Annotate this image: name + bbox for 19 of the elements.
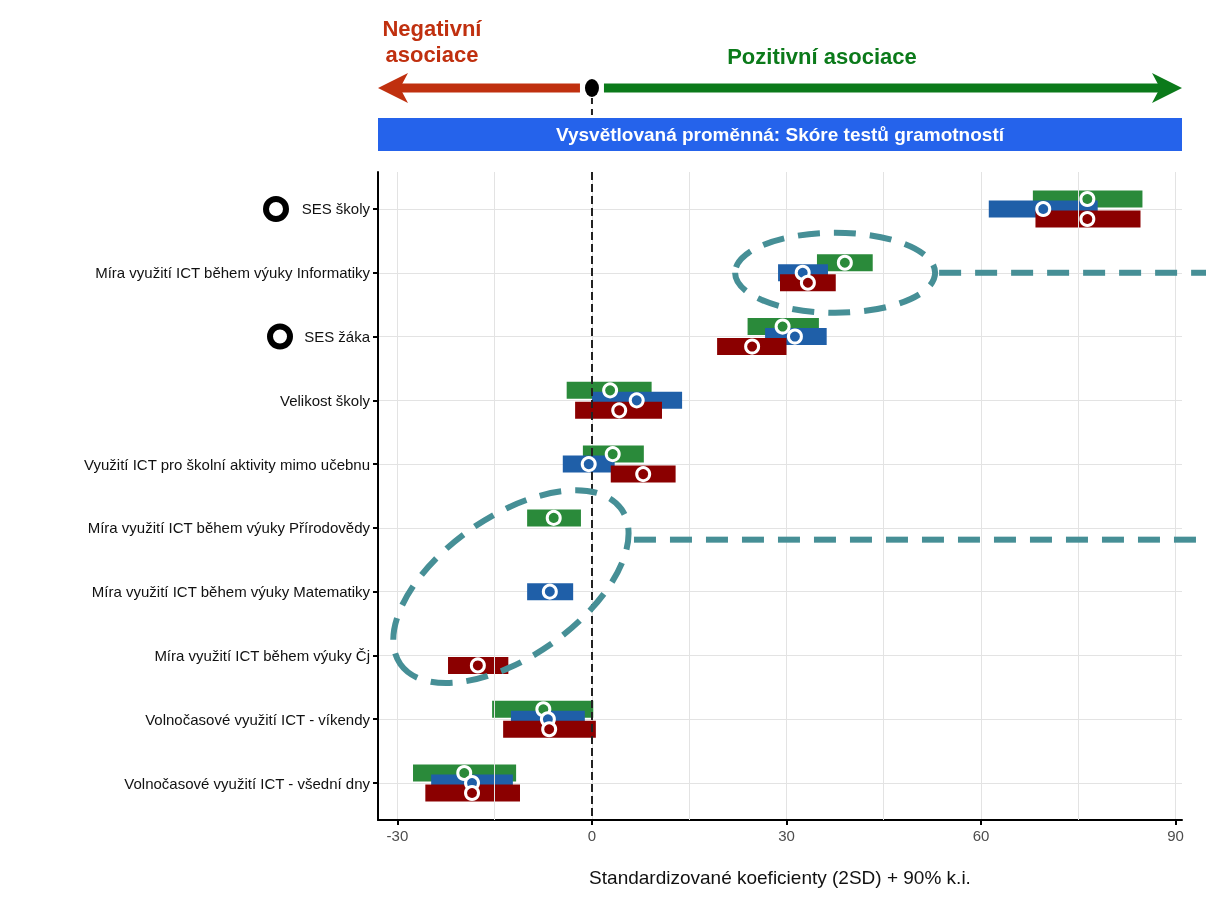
y-tick-label: SES školy <box>301 200 371 218</box>
y-tick-label: Míra využití ICT během výuky Čj <box>154 646 370 664</box>
x-tick-label: -30 <box>386 827 409 844</box>
text: Negativní asociace <box>381 16 483 68</box>
text: Pozitivní asociace <box>726 44 918 70</box>
y-tick-label: Míra využití ICT během výuky Matematiky <box>91 583 371 601</box>
y-tick-label: Volnočasové využití ICT - víkendy <box>145 710 371 728</box>
chart-title: Vysvětlovaná proměnná: Skóre testů gramotností <box>378 118 1182 151</box>
x-tick-label: 30 <box>778 827 795 844</box>
y-tick-label: Míra využití ICT během výuky Přírodovědy <box>87 519 371 537</box>
y-tick-label: Míra využití ICT během výuky Informatiky <box>95 264 371 282</box>
y-tick-label: Velikost školy <box>279 391 371 409</box>
y-tick-label: Volnočasové využití ICT - všední dny <box>124 774 371 792</box>
x-tick-label: 60 <box>972 827 990 844</box>
x-tick-label: 0 <box>587 827 597 844</box>
x-tick-label: 90 <box>1167 827 1184 844</box>
y-tick-label: Využití ICT pro školní aktivity mimo učebnu <box>84 455 370 473</box>
y-tick-label: SES žáka <box>304 328 371 346</box>
x-axis-title: Standardizované koeficienty (2SD) + 90% k.i. <box>589 867 971 888</box>
